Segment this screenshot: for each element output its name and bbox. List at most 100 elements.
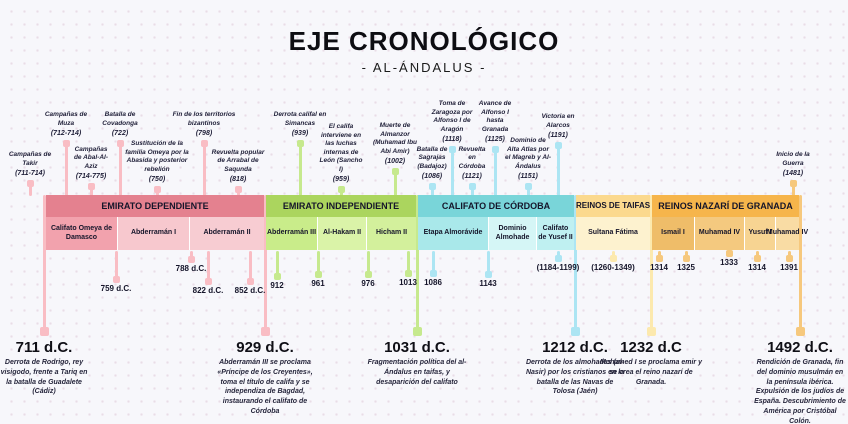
- marker-cap: [682, 255, 690, 262]
- event-stem: [64, 140, 68, 196]
- band-cell: Muhamad IV: [695, 217, 745, 250]
- event-cap: [468, 183, 476, 190]
- band-title: REINOS DE TAIFAS: [576, 195, 650, 217]
- band-cells: Ismail I Muhamad IV Yusuf I Muhamad IV: [652, 217, 808, 250]
- event-label: Avance de Alfonso I hasta Granada: [478, 100, 512, 133]
- event-stem: [493, 146, 497, 196]
- band-reinos-nazari-granada: REINOS NAZARÍ DE GRANADA Ismail I Muhama…: [652, 195, 808, 250]
- event-annotation: Campañas de Takir (711-714): [3, 151, 57, 177]
- event-date: (959): [332, 176, 350, 183]
- milestone-stem-1212: [573, 195, 577, 332]
- band-cells: Sultana Fátima: [576, 217, 650, 250]
- event-annotation: Inicio de la Guerra (1481): [767, 151, 819, 177]
- milestone-date: 711 d.C.: [15, 339, 73, 356]
- marker-cap: [554, 255, 562, 262]
- milestone-description: Mohamed I se proclama emir y se crea el …: [600, 359, 702, 386]
- milestone-description: Rendición de Granada, fin del dominio mu…: [754, 359, 846, 424]
- band-cell: Yusuf I: [745, 217, 776, 250]
- milestone-description: Derrota de Rodrigo, rey visigodo, frente…: [0, 359, 88, 396]
- marker-cap: [753, 255, 761, 262]
- event-date: (1118): [442, 136, 462, 143]
- event-stem: [118, 140, 122, 196]
- event-annotation: Dominio de Alta Atlas por el Magreb y Al…: [504, 137, 552, 180]
- marker-label: 912: [270, 281, 284, 290]
- band-cells: Califato Omeya de Damasco Abderramán I A…: [46, 217, 264, 250]
- milestone-date: 1232 d.C: [620, 339, 682, 356]
- marker-cap: [187, 256, 195, 263]
- event-annotation: Sustitución de la familia Omeya por la A…: [125, 140, 189, 183]
- event-cap: [234, 186, 242, 193]
- event-date: (1125): [485, 136, 505, 143]
- event-cap: [62, 140, 70, 147]
- event-label: Derrota califal en Simancas: [273, 111, 327, 127]
- event-date: (722): [111, 130, 129, 137]
- marker-cap: [112, 276, 120, 283]
- milestone-stem-1031: [415, 195, 419, 332]
- band-cell: Muhamad IV: [767, 217, 808, 250]
- event-annotation: Fin de los territorios bizantinos (798): [171, 111, 237, 137]
- band-reinos-taifas: REINOS DE TAIFAS Sultana Fátima: [576, 195, 650, 250]
- marker-label: 1333: [720, 258, 738, 267]
- band-cell: Califato Omeya de Damasco: [46, 217, 118, 250]
- event-label: Campañas de Muza: [44, 111, 88, 127]
- event-date: (712-714): [50, 130, 82, 137]
- band-cell: Califato de Yusef II: [537, 217, 574, 250]
- event-annotation: El califa interviene en las luchas inter…: [319, 123, 363, 183]
- milestone-cap-1031: [412, 327, 422, 336]
- marker-label: 1314: [650, 263, 668, 272]
- event-date: (1086): [421, 173, 443, 180]
- marker-label: 1391: [780, 263, 798, 272]
- band-cell: Hicham II: [367, 217, 416, 250]
- event-cap: [391, 168, 399, 175]
- marker-cap: [785, 255, 793, 262]
- marker-cap: [609, 255, 617, 262]
- marker-label: 788 d.C.: [175, 264, 207, 273]
- event-cap: [337, 186, 345, 193]
- band-cell: Dominio Almohade: [489, 217, 537, 250]
- band-title: EMIRATO DEPENDIENTE: [46, 195, 264, 217]
- marker-label: 1086: [424, 278, 442, 287]
- marker-stem: [248, 251, 252, 285]
- band-cell: Sultana Fátima: [576, 217, 650, 250]
- event-label: Campañas de Takir: [8, 151, 52, 167]
- event-date: (1002): [384, 158, 406, 165]
- event-label: Revuelta popular de Arrabal de Saqunda: [211, 148, 265, 173]
- marker-cap: [404, 270, 412, 277]
- marker-cap: [655, 255, 663, 262]
- event-cap: [448, 146, 456, 153]
- marker-cap: [314, 271, 322, 278]
- marker-stem: [316, 251, 320, 278]
- event-label: Fin de los territorios bizantinos: [172, 111, 236, 127]
- event-stem: [791, 180, 795, 196]
- milestone-cap-711: [39, 327, 49, 336]
- event-label: Campañas de Abal-Al-Aziz: [73, 145, 109, 170]
- marker-cap: [429, 270, 437, 277]
- band-califato-cordoba: CALIFATO DE CÓRDOBA Etapa Almorávide Dom…: [418, 195, 574, 250]
- marker-label: 1143: [479, 279, 497, 288]
- event-cap: [296, 140, 304, 147]
- event-cap: [200, 140, 208, 147]
- event-label: Dominio de Alta Atlas por el Magreb y Al…: [505, 137, 551, 170]
- band-cells: Etapa Almorávide Dominio Almohade Califa…: [418, 217, 574, 250]
- marker-stem: [114, 251, 118, 283]
- event-annotation: Campañas de Abal-Al-Aziz (714-775): [70, 146, 112, 180]
- event-date: (1151): [518, 173, 538, 180]
- event-label: Inicio de la Guerra: [776, 151, 810, 167]
- band-title: CALIFATO DE CÓRDOBA: [418, 195, 574, 217]
- event-stem: [450, 146, 454, 196]
- milestone-date: 1492 d.C.: [767, 339, 833, 356]
- marker-cap: [364, 271, 372, 278]
- milestone-description: Derrota de los almohades (al-Nasir) por …: [525, 359, 625, 396]
- event-label: Victoria en Alarcos: [541, 113, 575, 129]
- milestone-date: 929 d.C.: [236, 339, 294, 356]
- event-label: Batalla de Covadonga: [102, 111, 138, 127]
- event-cap: [87, 183, 95, 190]
- event-label: Revuelta en Córdoba: [458, 145, 486, 170]
- milestone-stem-929: [263, 195, 267, 332]
- marker-label: (1184-1199): [536, 263, 580, 272]
- event-date: (1121): [462, 173, 482, 180]
- event-label: Sustitución de la familia Omeya por la A…: [125, 140, 189, 173]
- marker-label: 1013: [399, 278, 417, 287]
- event-label: El califa interviene en las luchas inter…: [319, 123, 363, 173]
